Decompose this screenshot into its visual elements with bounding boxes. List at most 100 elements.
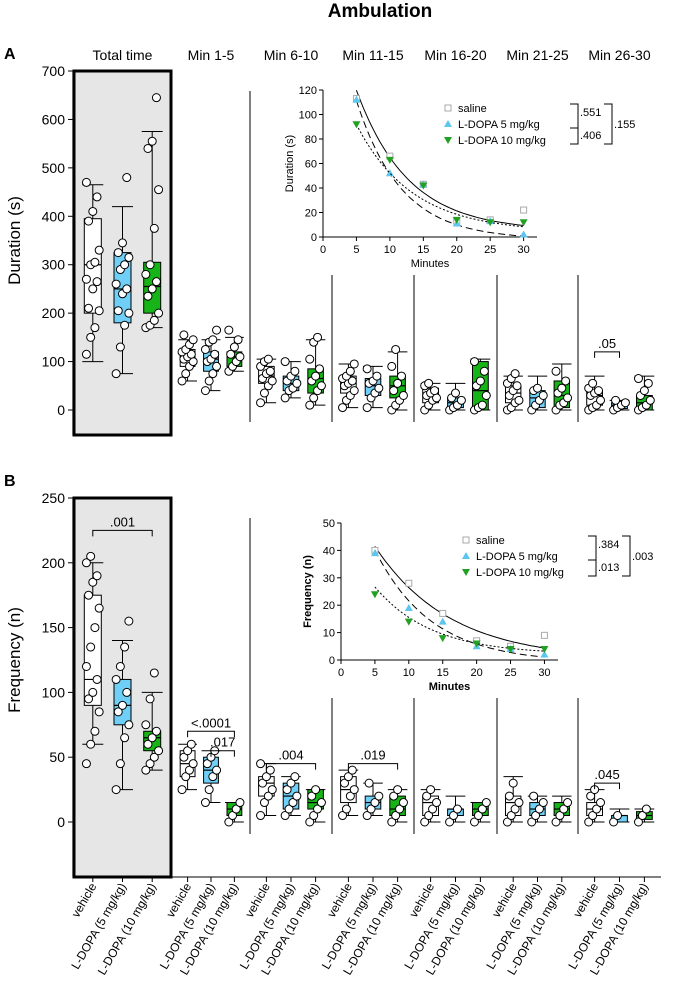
data-point-A-0-1-2 xyxy=(120,320,130,330)
panel-header-6: Min 26-30 xyxy=(588,47,650,63)
data-point-B-5-0-5 xyxy=(508,778,518,788)
inset-y-label-A: Duration (s) xyxy=(284,135,296,192)
data-point-B-5-0-4 xyxy=(504,791,514,801)
data-point-A-5-2-3 xyxy=(563,393,573,403)
data-point-B-0-2-8 xyxy=(145,694,155,704)
data-point-B-0-1-7 xyxy=(111,674,121,684)
data-point-B-6-2-1 xyxy=(637,811,647,821)
y-tick-label-A-400: 400 xyxy=(42,208,66,224)
data-point-A-4-0-8 xyxy=(424,378,434,388)
inset-background-A xyxy=(283,78,627,275)
data-point-B-2-2-2 xyxy=(313,804,323,814)
data-point-B-2-0-3 xyxy=(267,785,277,795)
inset-marker-B-0-1 xyxy=(405,579,413,587)
data-point-B-5-0-2 xyxy=(510,804,520,814)
data-point-B-3-2-0 xyxy=(387,817,397,827)
data-point-A-6-0-6 xyxy=(594,386,604,396)
inset-x-tick-label-A-5: 5 xyxy=(353,244,359,256)
data-point-A-1-2-6 xyxy=(233,335,243,345)
data-point-A-5-0-6 xyxy=(512,381,522,391)
inset-marker-B-1-1 xyxy=(404,603,413,611)
data-point-B-2-0-0 xyxy=(256,811,266,821)
data-point-B-0-2-2 xyxy=(149,752,159,762)
data-point-B-5-0-0 xyxy=(502,817,512,827)
inset-fit-line-A-1 xyxy=(355,100,524,237)
inset-marker-B-1-2 xyxy=(438,617,447,625)
data-point-B-0-1-6 xyxy=(122,687,132,697)
data-point-B-0-0-14 xyxy=(81,558,91,568)
data-point-A-3-2-4 xyxy=(389,386,399,396)
data-point-B-0-2-5 xyxy=(147,733,157,743)
panel-header-5: Min 21-25 xyxy=(506,47,568,63)
data-point-B-3-1-3 xyxy=(374,791,384,801)
data-point-B-6-0-1 xyxy=(588,811,598,821)
panel-header-3: Min 11-15 xyxy=(342,47,403,63)
data-point-B-5-0-1 xyxy=(506,811,516,821)
inset-x-tick-label-A-0: 0 xyxy=(320,244,326,256)
panel-header-1: Min 1-5 xyxy=(188,47,235,63)
data-point-B-6-1-1 xyxy=(613,811,623,821)
data-point-B-3-0-1 xyxy=(341,804,351,814)
inset-marker-B-0-2 xyxy=(439,609,447,617)
data-point-B-2-1-4 xyxy=(282,785,292,795)
data-point-A-3-0-6 xyxy=(347,376,357,386)
data-point-B-0-1-10 xyxy=(124,616,134,626)
data-point-A-4-2-3 xyxy=(481,390,491,400)
data-point-A-1-0-6 xyxy=(186,349,196,359)
inset-legend-marker-A-2 xyxy=(444,137,452,144)
inset-stat-bracket-A-1 xyxy=(570,127,579,145)
data-point-B-0-0-5 xyxy=(88,687,98,697)
data-point-A-1-2-4 xyxy=(226,349,236,359)
inset-y-tick-label-B-10: 10 xyxy=(323,628,335,640)
data-point-A-4-2-5 xyxy=(475,376,485,386)
inset-marker-A-2-4 xyxy=(486,219,495,227)
data-point-B-4-0-5 xyxy=(426,785,436,795)
data-point-A-0-1-10 xyxy=(124,252,134,262)
data-point-B-2-1-6 xyxy=(290,772,300,782)
data-point-B-3-0-3 xyxy=(349,785,359,795)
data-point-A-5-0-3 xyxy=(514,395,524,405)
data-point-B-0-2-0 xyxy=(141,765,151,775)
data-point-B-2-1-5 xyxy=(286,778,296,788)
data-point-A-0-0-4 xyxy=(84,303,94,313)
data-point-B-4-0-2 xyxy=(428,804,438,814)
data-point-A-5-2-7 xyxy=(551,366,561,376)
data-point-A-1-1-6 xyxy=(210,349,220,359)
sig-label-B-2: .017 xyxy=(210,735,235,750)
sig-label-B-4: .019 xyxy=(360,748,385,763)
panel-letter-A: A xyxy=(4,46,16,63)
sig-label-B-5: .045 xyxy=(594,767,619,782)
data-point-B-0-0-6 xyxy=(92,674,102,684)
data-point-A-0-2-3 xyxy=(154,308,164,318)
data-point-B-3-1-4 xyxy=(364,778,374,788)
data-point-B-3-1-2 xyxy=(370,798,380,808)
data-point-B-3-2-5 xyxy=(393,785,403,795)
data-point-A-0-0-12 xyxy=(88,206,98,216)
data-point-B-4-1-2 xyxy=(452,804,462,814)
inset-stat-label-B-1: .013 xyxy=(598,562,619,574)
data-point-B-4-1-1 xyxy=(449,811,459,821)
inset-marker-B-2-3 xyxy=(472,640,481,648)
data-point-A-2-0-9 xyxy=(263,354,273,364)
inset-stat-label-A-0: .551 xyxy=(580,107,601,119)
inset-x-tick-label-B-25: 25 xyxy=(504,667,516,679)
panel-header-2: Min 6-10 xyxy=(264,47,319,63)
inset-y-tick-label-B-0: 0 xyxy=(329,655,335,667)
sig-bracket-B-1 xyxy=(187,730,235,738)
inset-stat-bracket-B-1 xyxy=(588,559,597,577)
data-point-B-2-0-1 xyxy=(259,798,269,808)
data-point-B-6-0-0 xyxy=(584,817,594,827)
data-point-B-3-2-4 xyxy=(389,791,399,801)
data-point-A-0-0-11 xyxy=(84,216,94,226)
data-point-B-5-1-0 xyxy=(527,817,537,827)
data-point-B-0-0-9 xyxy=(90,623,100,633)
data-point-B-3-1-1 xyxy=(366,804,376,814)
data-point-B-4-0-4 xyxy=(422,791,432,801)
data-point-B-2-1-0 xyxy=(280,811,290,821)
data-point-B-0-0-1 xyxy=(86,739,96,749)
data-point-B-0-0-11 xyxy=(84,590,94,600)
sig-bracket-A-0 xyxy=(594,351,620,358)
inset-background-B xyxy=(301,511,648,698)
data-point-B-2-1-3 xyxy=(292,791,302,801)
data-point-A-2-1-0 xyxy=(280,393,290,403)
